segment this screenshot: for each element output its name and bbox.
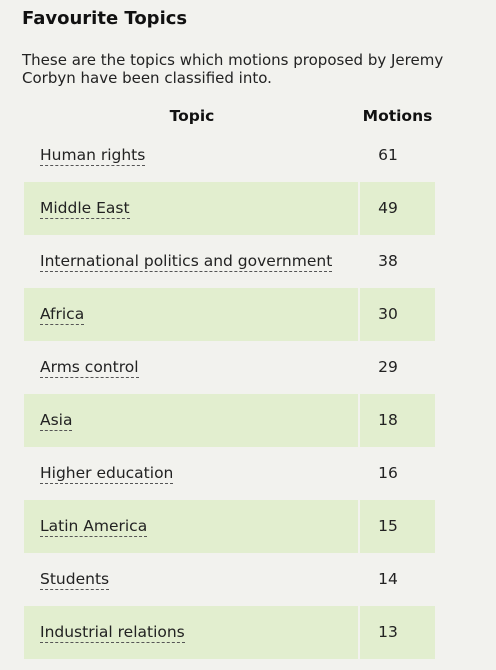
motions-cell: 49	[360, 182, 435, 235]
motions-count: 30	[378, 305, 398, 323]
topic-column-header: Topic	[169, 107, 215, 125]
table-row: Middle East 49	[24, 182, 435, 235]
motions-column-header: Motions	[362, 107, 433, 125]
table-header: Topic Motions	[24, 107, 435, 129]
motions-cell: 61	[360, 129, 435, 182]
motions-cell: 30	[360, 288, 435, 341]
table-row: International politics and government 38	[24, 235, 435, 288]
topic-link[interactable]: Industrial relations	[40, 623, 185, 643]
table-row: Arms control 29	[24, 341, 435, 394]
topic-cell: International politics and government	[24, 235, 358, 288]
table-row: Industrial relations 13	[24, 606, 435, 659]
section-description: These are the topics which motions propo…	[22, 51, 444, 87]
topic-cell: Higher education	[24, 447, 358, 500]
motions-count: 49	[378, 199, 398, 217]
topic-link[interactable]: Higher education	[40, 464, 174, 484]
motions-count: 61	[378, 146, 398, 164]
motions-cell: 16	[360, 447, 435, 500]
topic-link[interactable]: Human rights	[40, 146, 146, 166]
topic-cell: Human rights	[24, 129, 358, 182]
motions-count: 18	[378, 411, 398, 429]
topic-link[interactable]: Arms control	[40, 358, 139, 378]
topic-cell: Middle East	[24, 182, 358, 235]
table-row: Africa 30	[24, 288, 435, 341]
section-title: Favourite Topics	[22, 8, 188, 29]
table-row: Latin America 15	[24, 500, 435, 553]
table-row: Students 14	[24, 553, 435, 606]
motions-cell: 18	[360, 394, 435, 447]
motions-cell: 29	[360, 341, 435, 394]
topics-table: Human rights 61 Middle East 49 Internati…	[24, 129, 435, 659]
topic-cell: Arms control	[24, 341, 358, 394]
topic-link[interactable]: Asia	[40, 411, 73, 431]
topic-link[interactable]: Students	[40, 570, 110, 590]
topic-link[interactable]: International politics and government	[40, 252, 333, 272]
table-row: Human rights 61	[24, 129, 435, 182]
topic-link[interactable]: Africa	[40, 305, 85, 325]
motions-cell: 13	[360, 606, 435, 659]
topic-cell: Students	[24, 553, 358, 606]
topic-link[interactable]: Latin America	[40, 517, 148, 537]
motions-count: 29	[378, 358, 398, 376]
table-row: Asia 18	[24, 394, 435, 447]
motions-cell: 14	[360, 553, 435, 606]
topic-cell: Africa	[24, 288, 358, 341]
topic-link[interactable]: Middle East	[40, 199, 130, 219]
topic-cell: Latin America	[24, 500, 358, 553]
table-row: Higher education 16	[24, 447, 435, 500]
motions-count: 13	[378, 623, 398, 641]
motions-count: 15	[378, 517, 398, 535]
topic-cell: Industrial relations	[24, 606, 358, 659]
motions-count: 14	[378, 570, 398, 588]
motions-count: 38	[378, 252, 398, 270]
topic-cell: Asia	[24, 394, 358, 447]
motions-count: 16	[378, 464, 398, 482]
motions-cell: 15	[360, 500, 435, 553]
motions-cell: 38	[360, 235, 435, 288]
